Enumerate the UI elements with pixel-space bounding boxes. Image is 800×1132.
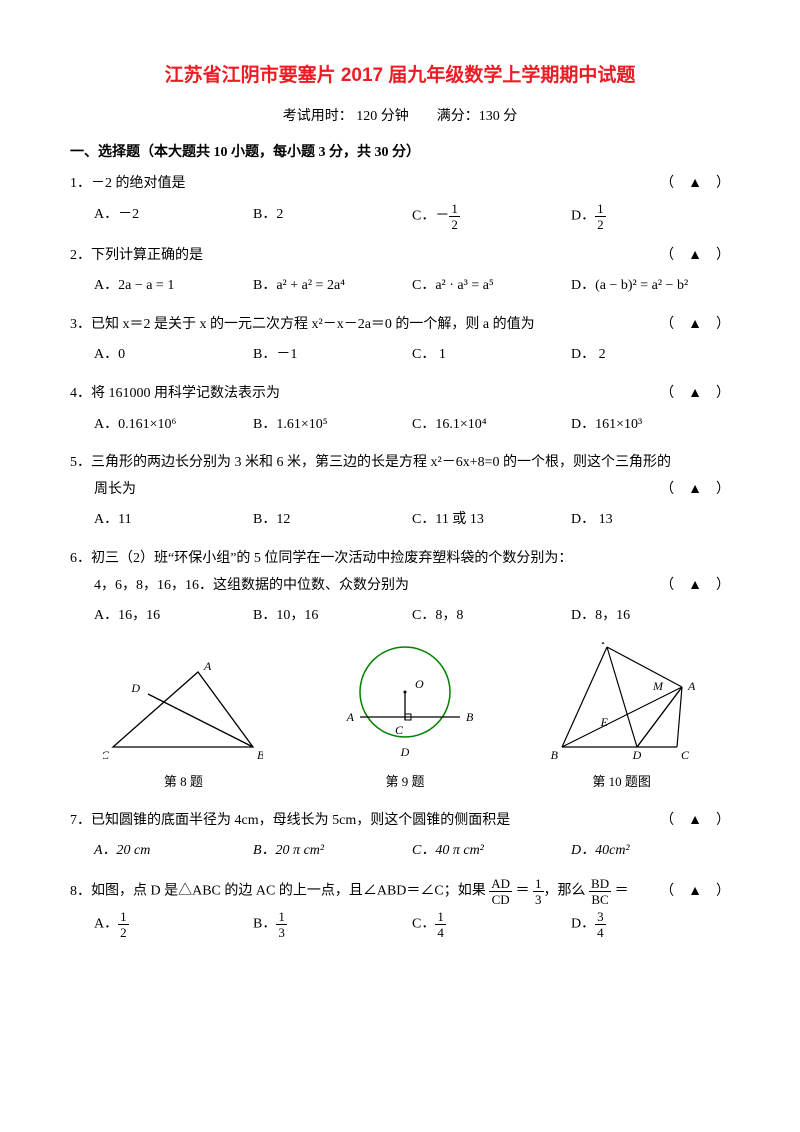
svg-text:D: D (131, 681, 141, 695)
q5-num: 5． (70, 450, 91, 477)
q6-text1: 初三（2）班“环保小组”的 5 位同学在一次活动中捡废弃塑料袋的个数分别为： (91, 546, 730, 573)
figures-row: ABCD 第 8 题 OABCD 第 9 题 BDCFAEM 第 10 题图 (70, 642, 730, 790)
section-1-head: 一、选择题（本大题共 10 小题，每小题 3 分，共 30 分） (70, 141, 730, 161)
q7-blank: （ ▲ ） (640, 808, 730, 835)
q5-opt-c: C．11 或 13 (412, 507, 571, 534)
q2-opt-d: D．(a − b)² = a² − b² (571, 273, 730, 300)
question-1: 1． －2 的绝对值是 （ ▲ ） A．－2 B．2 C．－12 D．12 (70, 171, 730, 231)
svg-text:B: B (550, 748, 558, 762)
q7-text: 已知圆锥的底面半径为 4cm，母线长为 5cm，则这个圆锥的侧面积是 (91, 808, 640, 835)
q1-num: 1． (70, 171, 91, 198)
q6-opt-a: A．16，16 (94, 603, 253, 630)
q2-text: 下列计算正确的是 (91, 243, 640, 270)
q2-opt-a: A．2a − a = 1 (94, 273, 253, 300)
q4-opt-d: D．161×10³ (571, 412, 730, 439)
q2-blank: （ ▲ ） (640, 243, 730, 270)
q7-opt-a: A．20 cm (94, 838, 253, 865)
svg-text:A: A (346, 710, 355, 724)
q6-opt-b: B．10，16 (253, 603, 412, 630)
svg-text:A: A (203, 659, 212, 673)
q6-text2: 4，6，8，16，16．这组数据的中位数、众数分别为 (94, 573, 640, 600)
q7-opt-c: C．40 π cm² (412, 838, 571, 865)
svg-text:F: F (600, 642, 609, 647)
q4-blank: （ ▲ ） (640, 381, 730, 408)
question-4: 4． 将 161000 用科学记数法表示为 （ ▲ ） A．0.161×10⁶ … (70, 381, 730, 438)
svg-text:O: O (415, 677, 424, 691)
exam-title: 江苏省江阴市要塞片 2017 届九年级数学上学期期中试题 (70, 60, 730, 87)
figure-9: O A B CD (330, 642, 480, 762)
q3-opt-a: A．0 (94, 342, 253, 369)
q8-blank: （ ▲ ） (640, 879, 730, 906)
q3-num: 3． (70, 312, 91, 339)
q8-text: 如图，点 D 是△ABC 的边 AC 的上一点，且∠ABD＝∠C；如果 ADCD… (91, 877, 640, 906)
q1-opt-b: B．2 (253, 202, 412, 231)
question-6: 6． 初三（2）班“环保小组”的 5 位同学在一次活动中捡废弃塑料袋的个数分别为… (70, 546, 730, 630)
q1-blank: （ ▲ ） (640, 171, 730, 198)
q1-opt-a: A．－2 (94, 202, 253, 231)
q1-opt-c: C．－12 (412, 202, 571, 231)
q5-text2: 周长为 (94, 477, 640, 504)
q2-num: 2． (70, 243, 91, 270)
q3-opt-d: D． 2 (571, 342, 730, 369)
q7-opt-b: B．20 π cm² (253, 838, 412, 865)
q4-text: 将 161000 用科学记数法表示为 (91, 381, 640, 408)
q5-opt-a: A．11 (94, 507, 253, 534)
figure-8-caption: 第 8 题 (103, 771, 263, 790)
q7-opt-d: D．40cm² (571, 838, 730, 865)
q4-opt-b: B．1.61×10⁵ (253, 412, 412, 439)
q3-text: 已知 x＝2 是关于 x 的一元二次方程 x²－x－2a＝0 的一个解，则 a … (91, 312, 640, 339)
exam-info: 考试用时： 120 分钟 满分：130 分 (70, 105, 730, 125)
q1-opt-d: D．12 (571, 202, 730, 231)
svg-text:C: C (681, 748, 690, 762)
q5-blank: （ ▲ ） (640, 477, 730, 504)
q8-opt-b: B．13 (253, 910, 412, 939)
figure-10: B D C F A E M (547, 642, 697, 762)
q6-opt-d: D．8，16 (571, 603, 730, 630)
figure-9-caption: 第 9 题 (330, 771, 480, 790)
question-2: 2． 下列计算正确的是 （ ▲ ） A．2a − a = 1 B．a² + a²… (70, 243, 730, 300)
figure-8: A B C D (103, 652, 263, 762)
question-3: 3． 已知 x＝2 是关于 x 的一元二次方程 x²－x－2a＝0 的一个解，则… (70, 312, 730, 369)
q1-text: －2 的绝对值是 (91, 171, 640, 198)
q8-opt-d: D．34 (571, 910, 730, 939)
svg-text:M: M (652, 679, 664, 693)
question-8: 8． 如图，点 D 是△ABC 的边 AC 的上一点，且∠ABD＝∠C；如果 A… (70, 877, 730, 939)
svg-text:B: B (466, 710, 474, 724)
figure-10-caption: 第 10 题图 (547, 771, 697, 790)
svg-text:D: D (400, 745, 410, 759)
svg-text:D: D (631, 748, 641, 762)
question-7: 7． 已知圆锥的底面半径为 4cm，母线长为 5cm，则这个圆锥的侧面积是 （ … (70, 808, 730, 865)
q6-num: 6． (70, 546, 91, 573)
q6-opt-c: C．8，8 (412, 603, 571, 630)
q7-num: 7． (70, 808, 91, 835)
q8-num: 8． (70, 879, 91, 906)
q4-num: 4． (70, 381, 91, 408)
q5-text1: 三角形的两边长分别为 3 米和 6 米，第三边的长是方程 x²－6x+8=0 的… (91, 450, 730, 477)
q8-opt-c: C．14 (412, 910, 571, 939)
q5-opt-d: D． 13 (571, 507, 730, 534)
q3-opt-b: B．－1 (253, 342, 412, 369)
svg-text:A: A (687, 679, 696, 693)
q4-opt-a: A．0.161×10⁶ (94, 412, 253, 439)
q4-opt-c: C．16.1×10⁴ (412, 412, 571, 439)
q3-opt-c: C． 1 (412, 342, 571, 369)
q3-blank: （ ▲ ） (640, 312, 730, 339)
q2-opt-b: B．a² + a² = 2a⁴ (253, 273, 412, 300)
q5-opt-b: B．12 (253, 507, 412, 534)
q6-blank: （ ▲ ） (640, 573, 730, 600)
svg-text:C: C (103, 748, 110, 762)
svg-text:E: E (599, 715, 608, 729)
q8-opt-a: A．12 (94, 910, 253, 939)
q2-opt-c: C．a² · a³ = a⁵ (412, 273, 571, 300)
svg-text:B: B (257, 748, 263, 762)
svg-text:C: C (395, 723, 404, 737)
question-5: 5． 三角形的两边长分别为 3 米和 6 米，第三边的长是方程 x²－6x+8=… (70, 450, 730, 534)
